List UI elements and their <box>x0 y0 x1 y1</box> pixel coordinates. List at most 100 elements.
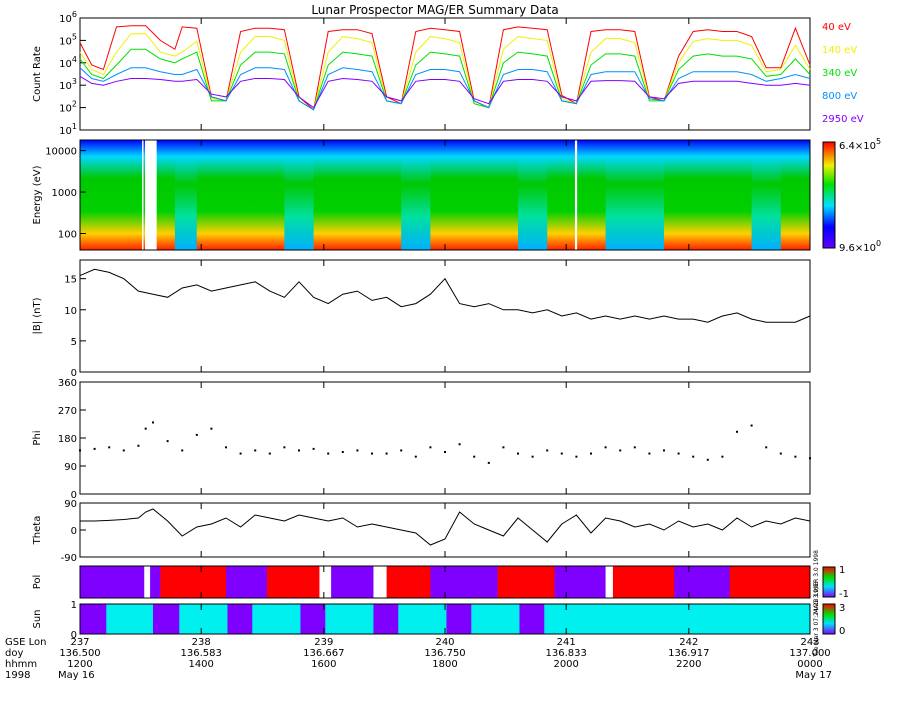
phi-point-12 <box>239 452 242 455</box>
bmag-ylabel: |B| (nT) <box>32 297 43 334</box>
energy-ylabel: Energy (eV) <box>32 165 43 224</box>
theta-ytick-label-0: -90 <box>61 553 77 564</box>
pol-colorbar <box>822 566 836 598</box>
x-tick-1-lon: 238 <box>192 637 211 648</box>
energy-colorbar-max-base: 6.4×10 <box>839 141 876 152</box>
energy-ytick-label-2: 10000 <box>45 147 77 158</box>
phi-point-44 <box>706 458 709 461</box>
bmag-ytick-label-2: 10 <box>64 306 77 317</box>
sun-colorbar-tick-3: 0 <box>839 626 845 637</box>
pol-side-label: MAG 3.0/ER 3.0 1998 <box>813 550 820 614</box>
pol-segment-9 <box>386 566 431 598</box>
pol-segment-10 <box>430 566 498 598</box>
sun-segment-3 <box>179 604 228 634</box>
x-tick-5-doy: 136.917 <box>668 648 709 659</box>
count-rate-ytick-label-1: 102 <box>59 100 77 115</box>
energy-colorbar-min: 9.6×100 <box>839 239 881 254</box>
phi-point-34 <box>560 452 563 455</box>
count-rate-legend-4: 2950 eV <box>822 114 864 125</box>
phi-point-20 <box>356 449 359 452</box>
energy-cell-2 <box>153 140 176 250</box>
phi-point-43 <box>692 455 695 458</box>
count-rate-ytick-label-4-exp: 5 <box>72 32 77 41</box>
x-row-label-2: hhmm <box>5 659 37 670</box>
phi-point-16 <box>298 449 300 452</box>
x-tick-6-hhmm: 0000 <box>797 659 822 670</box>
x-tick-4-hhmm: 2000 <box>553 659 578 670</box>
phi-point-18 <box>327 452 330 455</box>
pol-colorbar-tick-0: 1 <box>839 565 845 576</box>
phi-point-2 <box>108 446 111 449</box>
count-rate-ytick-label-4-base: 10 <box>59 36 72 47</box>
pol-segment-11 <box>497 566 555 598</box>
energy-colorbar <box>822 141 836 249</box>
phi-point-6 <box>152 421 154 424</box>
phi-point-11 <box>225 446 227 449</box>
count-rate-series-0 <box>79 25 811 111</box>
phi-point-15 <box>283 446 286 449</box>
energy-cell-18 <box>605 140 636 250</box>
phi-ytick-label-4: 360 <box>58 378 77 389</box>
energy-cell-21 <box>693 140 723 250</box>
energy-cell-19 <box>634 140 665 250</box>
phi-point-39 <box>633 446 636 449</box>
sun-segment-10 <box>446 604 472 634</box>
phi-ytick-label-0: 0 <box>71 490 77 501</box>
energy-cell-0 <box>80 140 125 250</box>
sun-ytick-label-0: 0 <box>71 630 77 641</box>
theta-ylabel: Theta <box>32 516 43 546</box>
count-rate-legend-0: 40 eV <box>822 22 851 33</box>
energy-colorbar-min-base: 9.6×10 <box>839 243 876 254</box>
phi-point-50 <box>794 455 797 458</box>
energy-cell-20 <box>664 140 694 250</box>
energy-colorbar-max: 6.4×105 <box>839 137 881 152</box>
energy-gap-0 <box>142 140 144 250</box>
energy-colorbar-max-exp: 5 <box>876 137 881 146</box>
pol-segment-14 <box>612 566 675 598</box>
phi-point-19 <box>341 451 344 453</box>
pol-segment-15 <box>674 566 730 598</box>
energy-cell-17 <box>576 140 607 250</box>
energy-cell-11 <box>401 140 431 250</box>
energy-cell-3 <box>174 140 198 250</box>
x-tick-6-lon: 243 <box>800 637 819 648</box>
x-tick-5-hhmm: 2200 <box>676 659 701 670</box>
sun-segment-7 <box>325 604 374 634</box>
x-tick-2-lon: 239 <box>314 637 333 648</box>
count-rate-legend-1: 140 eV <box>822 45 857 56</box>
x-tick-3-lon: 240 <box>435 637 454 648</box>
x-row-label-1: doy <box>5 648 23 659</box>
pol-segment-0 <box>80 566 145 598</box>
count-rate-ytick-label-1-base: 10 <box>59 104 72 115</box>
pol-segment-2 <box>150 566 161 598</box>
count-rate-ytick-label-0-exp: 1 <box>72 122 77 131</box>
x-row-label-3: 1998 <box>5 670 30 681</box>
phi-point-9 <box>195 433 198 436</box>
energy-cell-4 <box>196 140 227 250</box>
sun-ylabel: Sun <box>32 609 43 628</box>
count-rate-ytick-label-5-exp: 6 <box>72 10 77 19</box>
theta-frame <box>79 502 811 558</box>
pol-ylabel: Pol <box>32 575 43 590</box>
phi-point-31 <box>517 452 519 455</box>
phi-point-36 <box>590 452 592 455</box>
phi-point-3 <box>122 449 125 452</box>
pol-segment-4 <box>226 566 268 598</box>
phi-point-4 <box>137 444 140 447</box>
energy-cell-10 <box>372 140 402 250</box>
energy-colorbar-min-exp: 0 <box>876 239 881 248</box>
phi-point-1 <box>93 447 96 450</box>
count-rate-ytick-label-2: 103 <box>59 77 77 92</box>
x-tick-0-lon: 237 <box>70 637 89 648</box>
bmag-series <box>79 268 811 323</box>
phi-point-46 <box>736 430 738 433</box>
phi-frame <box>79 381 811 495</box>
phi-ytick-label-1: 90 <box>64 462 77 473</box>
sun-segment-11 <box>471 604 520 634</box>
sun-segment-1 <box>106 604 154 634</box>
x-tick-6-doy: 137.000 <box>789 648 830 659</box>
phi-point-5 <box>144 427 147 430</box>
energy-ytick-label-0: 100 <box>58 230 77 241</box>
count-rate-ytick-label-5-base: 10 <box>59 14 72 25</box>
